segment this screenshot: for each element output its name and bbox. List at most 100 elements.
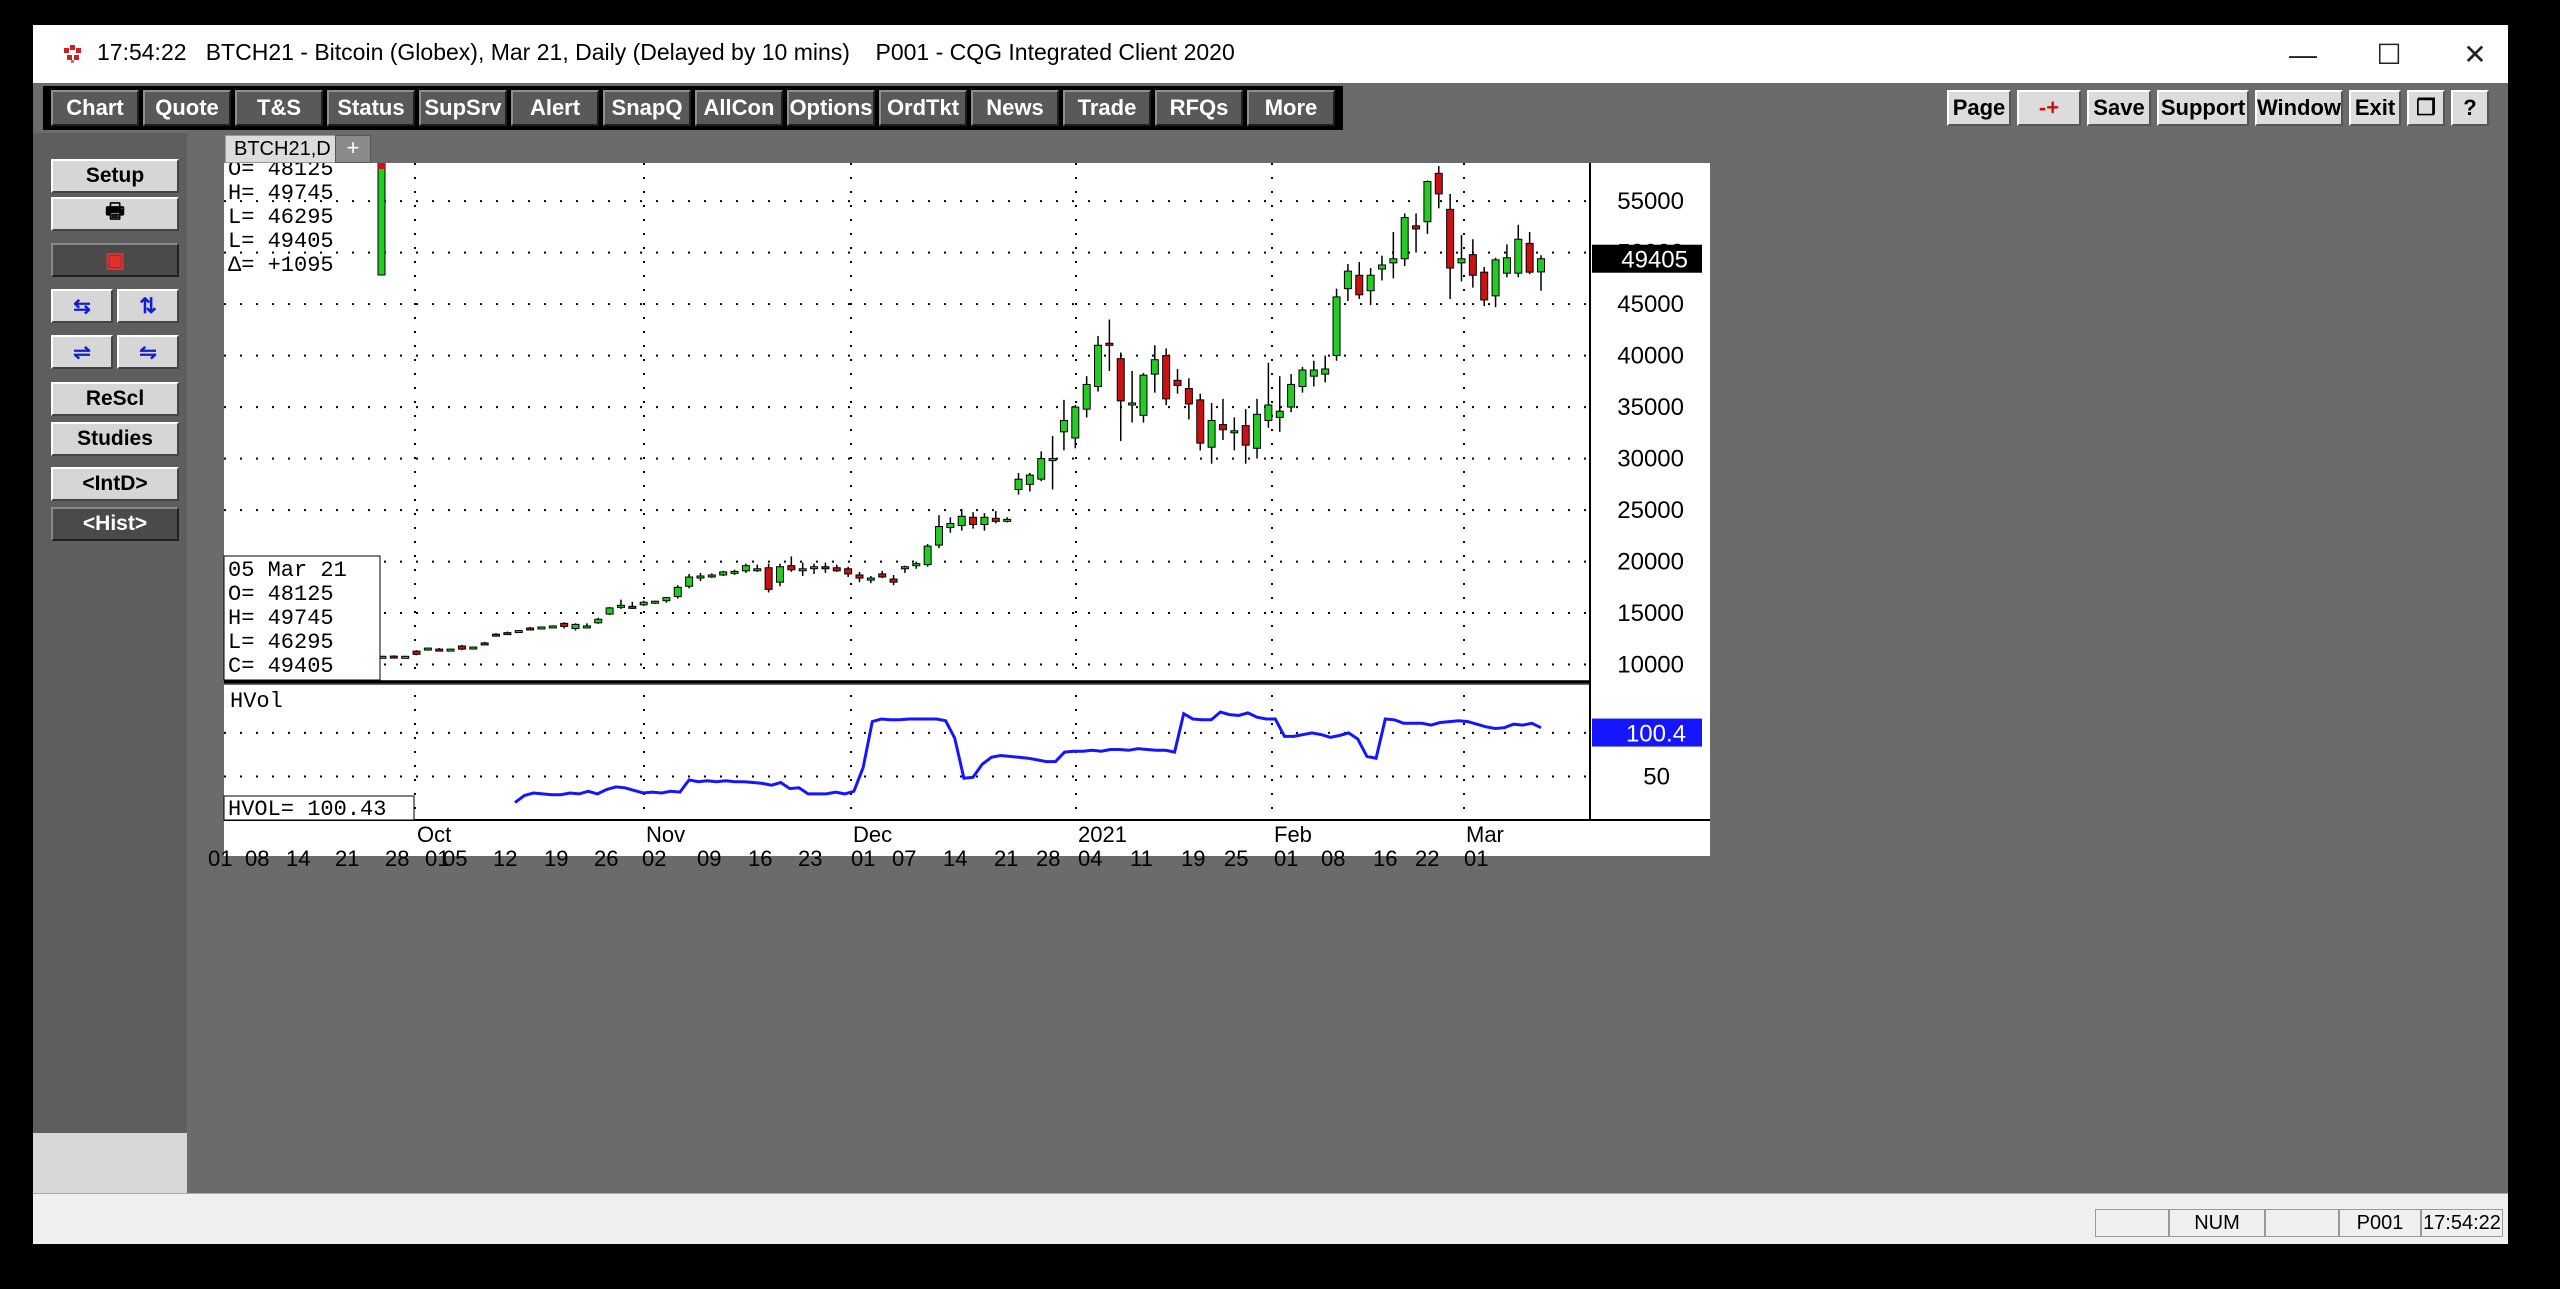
page-button[interactable]: Page <box>1947 90 2011 126</box>
record-icon[interactable]: ▣ <box>51 243 179 277</box>
candle-body <box>1434 172 1443 195</box>
candle-body <box>1162 355 1171 400</box>
candle-body <box>878 573 887 578</box>
quote-button[interactable]: Quote <box>143 90 231 126</box>
rescale-button[interactable]: ReScl <box>51 382 179 416</box>
date-readout-line: 05 Mar 21 <box>228 558 347 583</box>
candle-body <box>571 623 580 630</box>
status-button[interactable]: Status <box>327 90 415 126</box>
snapq-button[interactable]: SnapQ <box>603 90 691 126</box>
candle-body <box>1446 208 1455 269</box>
ordtkt-button[interactable]: OrdTkt <box>879 90 967 126</box>
candle-body <box>605 607 614 615</box>
candle-body <box>457 645 466 650</box>
candle-body <box>1128 402 1137 406</box>
price-axis-label: 15000 <box>1617 600 1684 627</box>
candle-body <box>844 568 853 575</box>
last-price-tag <box>1592 244 1702 273</box>
news-button[interactable]: News <box>971 90 1059 126</box>
date-readout-box <box>223 555 381 681</box>
candle-body <box>1116 358 1125 402</box>
candle-body <box>1059 419 1068 433</box>
candle-body <box>560 622 569 627</box>
price-axis-label: 35000 <box>1617 394 1684 421</box>
day-label: 01 <box>851 846 875 871</box>
candle-body <box>1139 374 1148 416</box>
price-axis-label: 55000 <box>1617 188 1684 215</box>
candle-body <box>1491 259 1500 297</box>
day-label: 07 <box>892 846 916 871</box>
compress-horizontal-icon[interactable]: ⇌ <box>51 335 113 369</box>
help-icon[interactable]: ? <box>2451 90 2489 126</box>
scroll-vertical-icon[interactable]: ⇅ <box>117 289 179 323</box>
options-button[interactable]: Options <box>787 90 875 126</box>
day-label: 12 <box>493 846 517 871</box>
alert-button[interactable]: Alert <box>511 90 599 126</box>
hvol-readout: HVOL= 100.43 <box>228 797 386 822</box>
plus-minus-button[interactable]: -+ <box>2017 90 2081 126</box>
candle-body <box>855 574 864 579</box>
supsrv-button[interactable]: SupSrv <box>419 90 507 126</box>
candle-body <box>492 633 501 637</box>
candle-body <box>1343 270 1352 290</box>
candle-body <box>900 566 909 570</box>
exit-button[interactable]: Exit <box>2349 90 2401 126</box>
day-label: 16 <box>748 846 772 871</box>
menu-bar: Chart Quote T&S Status SupSrv Alert Snap… <box>43 86 1343 130</box>
candle-body <box>1014 478 1023 490</box>
day-label: 01 <box>425 846 449 871</box>
bottom-axis-bg <box>224 820 1710 856</box>
allcon-button[interactable]: AllCon <box>695 90 783 126</box>
more-button[interactable]: More <box>1247 90 1335 126</box>
sidebar: Setup 🖶 ▣ ⇆ ⇅ ⇌ ⇋ ReScl Studies <IntD> <… <box>33 133 187 1203</box>
rfqs-button[interactable]: RFQs <box>1155 90 1243 126</box>
studies-button[interactable]: Studies <box>51 422 179 456</box>
ts-button[interactable]: T&S <box>235 90 323 126</box>
history-button[interactable]: <Hist> <box>51 507 179 541</box>
candle-body <box>435 648 444 652</box>
day-label: 23 <box>798 846 822 871</box>
candle-body <box>1003 518 1012 522</box>
add-tab-button[interactable]: + <box>335 135 371 163</box>
candle-body <box>991 517 1000 522</box>
chart-svg[interactable]: 10000 15000 20000 25000 30000 35000 40000 45000… <box>187 133 2508 1193</box>
candle-body <box>1514 238 1523 274</box>
candle-body <box>969 516 978 525</box>
candle-body <box>1400 217 1409 260</box>
candle-body <box>1298 369 1307 387</box>
title-bar: 17:54:22 BTCH21 - Bitcoin (Globex), Mar … <box>33 25 2508 83</box>
day-label: 21 <box>994 846 1018 871</box>
candle-body <box>957 515 966 527</box>
chart-area[interactable]: 10000 15000 20000 25000 30000 35000 40000 45000… <box>187 133 2508 1193</box>
date-readout-line: L= 46295 <box>228 630 334 655</box>
save-button[interactable]: Save <box>2087 90 2151 126</box>
minimize-icon[interactable]: — <box>2289 39 2317 70</box>
close-icon[interactable]: ✕ <box>2463 39 2487 70</box>
candle-body <box>1253 413 1262 449</box>
day-label: 28 <box>1036 846 1060 871</box>
compress-vertical-icon[interactable]: ⇋ <box>117 335 179 369</box>
day-label: 28 <box>385 846 409 871</box>
scroll-horizontal-icon[interactable]: ⇆ <box>51 289 113 323</box>
restore-icon[interactable]: ❐ <box>2407 90 2445 126</box>
intraday-button[interactable]: <IntD> <box>51 467 179 501</box>
tab-btch21[interactable]: BTCH21,D <box>225 135 340 163</box>
chart-button[interactable]: Chart <box>51 90 139 126</box>
candle-body <box>469 646 478 650</box>
print-icon[interactable]: 🖶 <box>51 197 179 231</box>
ohlc-mini-candle <box>377 160 386 276</box>
maximize-icon[interactable]: ☐ <box>2376 39 2402 70</box>
candle-body <box>866 577 875 581</box>
candle-body <box>1537 258 1545 273</box>
support-button[interactable]: Support <box>2157 90 2249 126</box>
trade-button[interactable]: Trade <box>1063 90 1151 126</box>
day-label: 22 <box>1415 846 1439 871</box>
day-label: 19 <box>1181 846 1205 871</box>
candle-body <box>1525 242 1534 273</box>
setup-button[interactable]: Setup <box>51 159 179 193</box>
candle-body <box>764 567 773 590</box>
candle-body <box>889 578 898 583</box>
window-button[interactable]: Window <box>2255 90 2343 126</box>
candle-body <box>582 625 591 629</box>
day-label: 09 <box>697 846 721 871</box>
